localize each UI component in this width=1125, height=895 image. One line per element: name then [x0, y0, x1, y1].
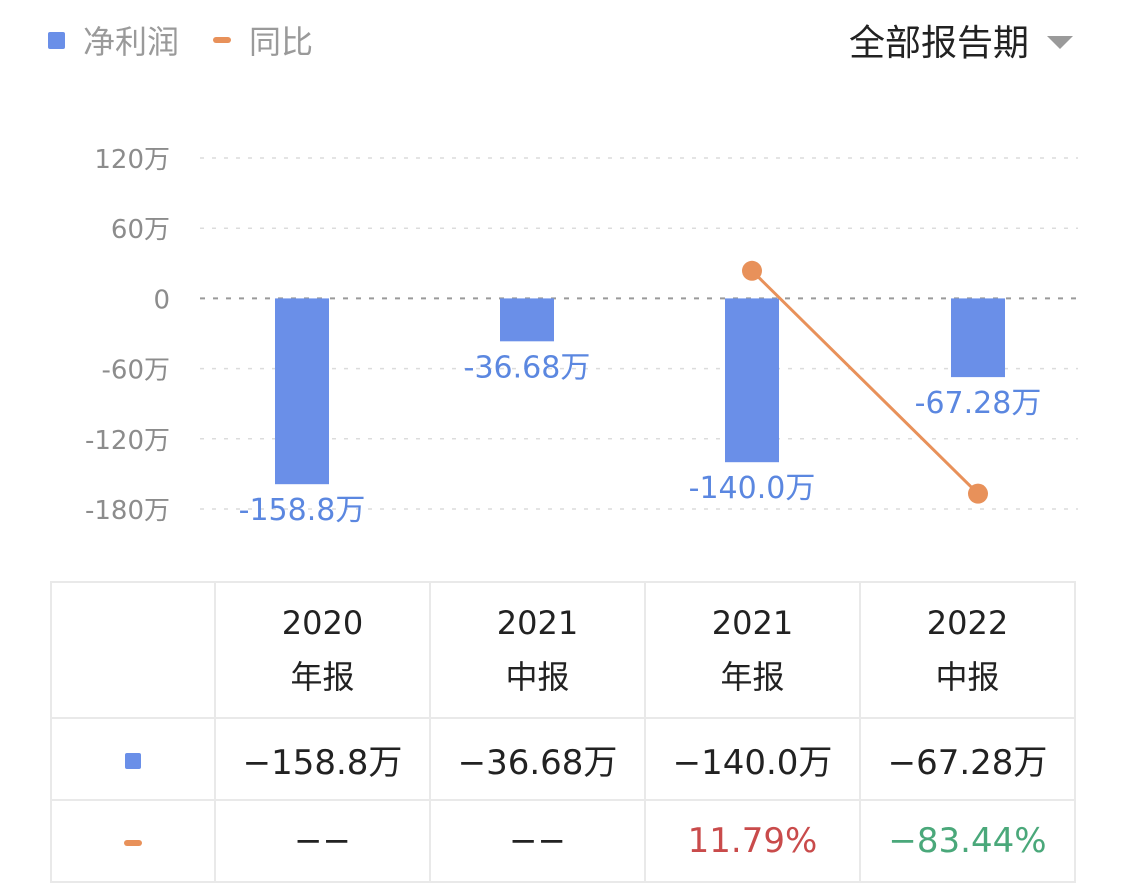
bar-value-label: -140.0万 [689, 471, 816, 506]
profit-cell: −140.0万 [644, 717, 861, 801]
y-tick-label: -60万 [102, 356, 170, 386]
table-header-cell: 2022 中报 [859, 581, 1076, 719]
yoy-point [968, 483, 988, 504]
data-table: 2020 年报 2021 中报 2021 年报 2022 中报 −158.8万 −36.… [50, 581, 1076, 883]
legend-label-net-profit: 净利润 [83, 23, 180, 61]
line-swatch-icon [213, 37, 232, 43]
bar-swatch-icon [125, 752, 141, 769]
table-corner-cell [50, 581, 216, 719]
legend-label-yoy: 同比 [249, 23, 314, 61]
table-row-net-profit: −158.8万 −36.68万 −140.0万 −67.28万 [50, 717, 1076, 801]
profit-cell: −36.68万 [429, 717, 646, 801]
header-year: 2022 [926, 604, 1009, 642]
yoy-cell: −83.44% [859, 799, 1076, 883]
period-dropdown[interactable]: 全部报告期 [849, 14, 1073, 66]
table-header-cell: 2021 年报 [644, 581, 861, 719]
bar-value-label: -158.8万 [239, 493, 366, 528]
bar [951, 298, 1005, 378]
bar-swatch-icon [48, 31, 65, 49]
header-type: 中报 [505, 658, 570, 696]
y-tick-label: 0 [153, 285, 170, 315]
yoy-cell: −− [214, 799, 431, 883]
bar [500, 298, 554, 342]
header-type: 年报 [720, 658, 785, 696]
y-tick-label: -120万 [85, 426, 170, 456]
y-tick-label: 60万 [111, 215, 170, 245]
bar [725, 298, 779, 463]
table-header-cell: 2021 中报 [429, 581, 646, 719]
y-tick-label: -180万 [85, 496, 170, 526]
table-header-row: 2020 年报 2021 中报 2021 年报 2022 中报 [50, 581, 1076, 719]
line-swatch-icon [124, 839, 142, 846]
period-dropdown-label: 全部报告期 [848, 23, 1029, 64]
caret-down-icon [1047, 35, 1073, 49]
y-tick-label: 120万 [94, 145, 170, 175]
header-year: 2021 [711, 604, 794, 642]
yoy-point [742, 260, 762, 281]
header-type: 中报 [935, 658, 1000, 696]
bar [275, 298, 329, 485]
row-marker-cell [50, 717, 216, 801]
yoy-line [750, 269, 980, 495]
legend-item-net-profit[interactable]: 净利润 [48, 17, 179, 63]
header-type: 年报 [290, 658, 355, 696]
net-profit-chart: 120万 60万 0 -60万 -120万 -180万 -158.8万 -36.68万 -140… [85, 145, 1078, 528]
header-year: 2021 [496, 604, 579, 642]
profit-cell: −158.8万 [214, 717, 431, 801]
yoy-cell: −− [429, 799, 646, 883]
yoy-cell: 11.79% [644, 799, 861, 883]
header-year: 2020 [281, 604, 364, 642]
row-marker-cell [50, 799, 216, 883]
chart-legend: 净利润 同比 [48, 18, 347, 62]
legend-item-yoy[interactable]: 同比 [213, 17, 313, 63]
table-header-cell: 2020 年报 [214, 581, 431, 719]
bar-value-label: -67.28万 [915, 386, 1042, 421]
profit-cell: −67.28万 [859, 717, 1076, 801]
table-row-yoy: −− −− 11.79% −83.44% [50, 799, 1076, 883]
bar-value-label: -36.68万 [464, 350, 591, 385]
